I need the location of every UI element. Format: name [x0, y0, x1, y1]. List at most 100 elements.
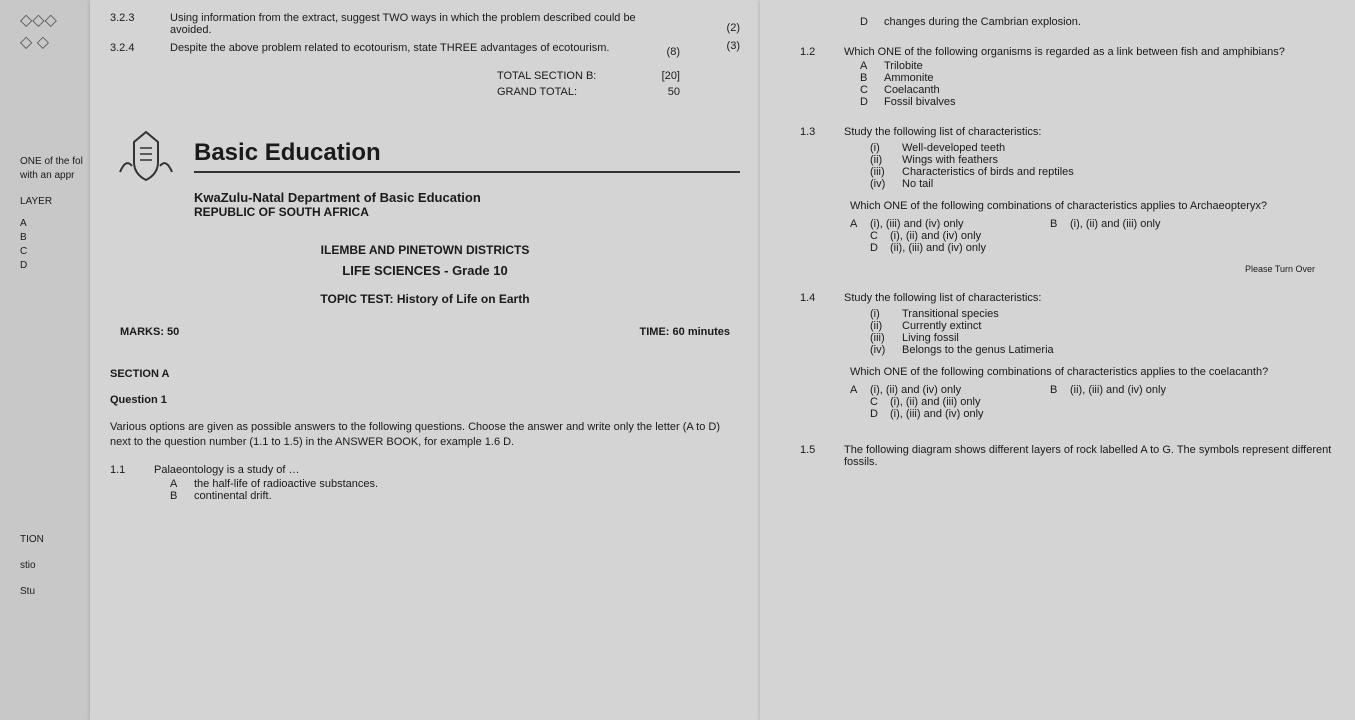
- roman-numeral: (ii): [870, 320, 902, 332]
- option-letter: B: [860, 72, 884, 84]
- q-text: The following diagram shows different la…: [844, 444, 1335, 468]
- option-row: Dchanges during the Cambrian explosion.: [860, 16, 1335, 28]
- item-text: Wings with feathers: [902, 154, 998, 166]
- frag-letter: B: [20, 231, 100, 245]
- list-item: (ii)Wings with feathers: [870, 154, 1335, 166]
- section-a-header: SECTION A: [110, 368, 740, 380]
- frag-text: TION: [20, 533, 100, 547]
- question-3-2-4: 3.2.4 Despite the above problem related …: [110, 42, 740, 54]
- list-item: (i)Transitional species: [870, 308, 1335, 320]
- option-row: DFossil bivalves: [860, 96, 1335, 108]
- item-text: No tail: [902, 178, 933, 190]
- q-number: 1.5: [800, 444, 844, 468]
- option-text: Coelacanth: [884, 84, 940, 96]
- subtotal-mark: (8): [667, 46, 680, 58]
- doodle-shapes: ◇◇◇◇ ◇: [20, 10, 100, 55]
- option-letter: A: [860, 60, 884, 72]
- topic-line: TOPIC TEST: History of Life on Earth: [110, 292, 740, 306]
- option-row: A(i), (iii) and (iv) only B(i), (ii) and…: [850, 218, 1335, 230]
- item-text: Characteristics of birds and reptiles: [902, 166, 1074, 178]
- option-row: CCoelacanth: [860, 84, 1335, 96]
- list-item: (ii)Currently extinct: [870, 320, 1335, 332]
- marks-label: MARKS: 50: [120, 326, 179, 338]
- option-text: changes during the Cambrian explosion.: [884, 16, 1081, 28]
- q-text: Study the following list of characterist…: [844, 126, 1041, 138]
- q-mark: (3): [727, 40, 740, 52]
- option-row: BAmmonite: [860, 72, 1335, 84]
- option-text: (ii), (iii) and (iv) only: [1070, 384, 1166, 396]
- instructions-paragraph: Various options are given as possible an…: [110, 420, 740, 450]
- option-letter: B: [170, 490, 194, 502]
- please-turn-over: Please Turn Over: [800, 264, 1335, 274]
- item-text: Living fossil: [902, 332, 959, 344]
- question-1-3: 1.3 Study the following list of characte…: [800, 126, 1335, 138]
- q-text: Despite the above problem related to eco…: [170, 42, 609, 54]
- question-1-4: 1.4 Study the following list of characte…: [800, 292, 1335, 304]
- item-text: Belongs to the genus Latimeria: [902, 344, 1054, 356]
- subject-line: LIFE SCIENCES - Grade 10: [110, 263, 740, 278]
- total-section-b-value: [20]: [640, 70, 680, 82]
- item-text: Transitional species: [902, 308, 999, 320]
- option-letter: A: [850, 218, 870, 230]
- option-row: A(i), (ii) and (iv) only B(ii), (iii) an…: [850, 384, 1335, 396]
- option-letter: C: [870, 230, 890, 242]
- grand-total-value: 50: [640, 86, 680, 98]
- option-letter: D: [860, 16, 884, 28]
- right-page: Dchanges during the Cambrian explosion. …: [760, 0, 1355, 720]
- question-1-5: 1.5 The following diagram shows differen…: [800, 444, 1335, 468]
- option-row: D(ii), (iii) and (iv) only: [850, 242, 1335, 254]
- option-text: (i), (ii) and (iv) only: [890, 230, 1070, 242]
- q-number: 1.2: [800, 46, 844, 58]
- frag-text: stio: [20, 559, 100, 573]
- frag-text: with an appr: [20, 169, 100, 183]
- q-text: Study the following list of characterist…: [844, 292, 1041, 304]
- option-row: Athe half-life of radioactive substances…: [170, 478, 740, 490]
- q13-follow: Which ONE of the following combinations …: [850, 200, 1335, 212]
- option-text: Trilobite: [884, 60, 923, 72]
- option-text: (i), (ii) and (iv) only: [870, 384, 1050, 396]
- list-item: (iii)Characteristics of birds and reptil…: [870, 166, 1335, 178]
- q-number: 1.4: [800, 292, 844, 304]
- option-letter: A: [850, 384, 870, 396]
- option-text: Fossil bivalves: [884, 96, 956, 108]
- q11-options: Athe half-life of radioactive substances…: [170, 478, 740, 502]
- question-1-header: Question 1: [110, 394, 740, 406]
- option-letter: B: [1050, 218, 1070, 230]
- marks-time-row: MARKS: 50 TIME: 60 minutes: [110, 326, 740, 338]
- option-text: the half-life of radioactive substances.: [194, 478, 378, 490]
- option-letter: C: [870, 396, 890, 408]
- question-1-1: 1.1 Palaeontology is a study of …: [110, 464, 740, 476]
- districts-line: ILEMBE AND PINETOWN DISTRICTS: [110, 243, 740, 257]
- q-number: 3.2.4: [110, 42, 170, 54]
- roman-numeral: (iii): [870, 332, 902, 344]
- option-letter: D: [860, 96, 884, 108]
- roman-numeral: (iii): [870, 166, 902, 178]
- roman-numeral: (ii): [870, 154, 902, 166]
- q11-option-d: Dchanges during the Cambrian explosion.: [860, 16, 1335, 28]
- republic-line: REPUBLIC OF SOUTH AFRICA: [194, 205, 740, 219]
- option-row: Bcontinental drift.: [170, 490, 740, 502]
- list-item: (i)Well-developed teeth: [870, 142, 1335, 154]
- roman-numeral: (iv): [870, 344, 902, 356]
- left-page: 3.2.3 Using information from the extract…: [90, 0, 760, 720]
- list-item: (iv)Belongs to the genus Latimeria: [870, 344, 1335, 356]
- option-letter: B: [1050, 384, 1070, 396]
- option-row: D(i), (iii) and (iv) only: [850, 408, 1335, 420]
- q12-options: ATrilobite BAmmonite CCoelacanth DFossil…: [860, 60, 1335, 108]
- frag-text: ONE of the fol: [20, 155, 100, 169]
- option-letter: D: [870, 242, 890, 254]
- q13-options: A(i), (iii) and (iv) only B(i), (ii) and…: [850, 218, 1335, 254]
- option-text: (i), (ii) and (iii) only: [890, 396, 1070, 408]
- frag-text: LAYER: [20, 195, 100, 209]
- option-letter: A: [170, 478, 194, 490]
- frag-letter: A: [20, 217, 100, 231]
- title-basic-education: Basic Education: [194, 139, 740, 173]
- option-row: ATrilobite: [860, 60, 1335, 72]
- option-text: continental drift.: [194, 490, 272, 502]
- q13-items: (i)Well-developed teeth (ii)Wings with f…: [870, 142, 1335, 190]
- cover-header: Basic Education KwaZulu-Natal Department…: [110, 128, 740, 219]
- option-text: (i), (iii) and (iv) only: [890, 408, 1070, 420]
- question-1-2: 1.2 Which ONE of the following organisms…: [800, 46, 1335, 58]
- q14-options: A(i), (ii) and (iv) only B(ii), (iii) an…: [850, 384, 1335, 420]
- question-3-2-3: 3.2.3 Using information from the extract…: [110, 12, 740, 36]
